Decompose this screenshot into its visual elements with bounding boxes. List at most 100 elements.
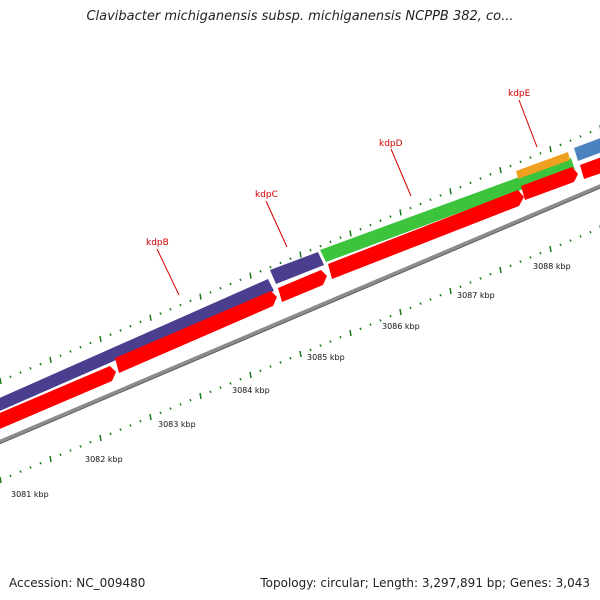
minor-tick bbox=[139, 320, 142, 324]
kbp-label: 3087 kbp bbox=[457, 291, 495, 300]
kdpD-band[interactable] bbox=[320, 158, 575, 262]
cds-arrow[interactable] bbox=[580, 154, 600, 179]
minor-tick bbox=[519, 160, 522, 164]
map-title: Clavibacter michiganensis subsp. michiga… bbox=[86, 9, 514, 24]
kbp-labels: 3081 kbp 3082 kbp 3083 kbp 3084 kbp 3085… bbox=[11, 262, 571, 499]
accession-text: Accession: NC_009480 bbox=[9, 576, 146, 590]
major-tick bbox=[149, 413, 152, 421]
major-tick bbox=[349, 329, 352, 337]
major-tick bbox=[299, 251, 302, 258]
gene-label-kdpE[interactable]: kdpE bbox=[508, 89, 531, 99]
minor-tick bbox=[489, 272, 492, 276]
minor-tick bbox=[159, 411, 162, 415]
major-tick bbox=[99, 434, 102, 442]
minor-tick bbox=[109, 432, 112, 436]
cds-arrow[interactable] bbox=[0, 366, 116, 431]
cds-arrow[interactable] bbox=[278, 270, 327, 302]
major-tick bbox=[249, 272, 252, 279]
minor-tick bbox=[309, 348, 312, 352]
cds-arrow[interactable] bbox=[328, 190, 524, 279]
minor-tick bbox=[69, 350, 72, 353]
minor-tick bbox=[109, 333, 112, 336]
minor-tick bbox=[9, 474, 12, 478]
major-tick bbox=[349, 230, 352, 237]
next-gene-band[interactable] bbox=[574, 136, 600, 161]
minor-tick bbox=[59, 453, 62, 457]
major-tick bbox=[499, 167, 502, 174]
minor-tick bbox=[469, 181, 472, 185]
coordinate-ruler bbox=[0, 225, 600, 484]
minor-tick bbox=[169, 407, 172, 410]
minor-tick bbox=[339, 236, 342, 239]
minor-tick bbox=[29, 367, 32, 370]
minor-tick bbox=[369, 223, 372, 227]
major-tick bbox=[399, 209, 402, 216]
minor-tick bbox=[539, 151, 542, 155]
minor-tick bbox=[509, 164, 512, 168]
minor-tick bbox=[179, 303, 182, 307]
gene-labels: kdpB kdpC kdpD kdpE bbox=[146, 89, 538, 296]
major-tick bbox=[299, 350, 302, 358]
gene-label-kdpB[interactable]: kdpB bbox=[146, 238, 169, 248]
minor-tick bbox=[369, 323, 372, 326]
minor-tick bbox=[19, 371, 22, 374]
major-tick bbox=[199, 392, 202, 400]
gene-label-kdpD[interactable]: kdpD bbox=[379, 139, 403, 149]
major-tick bbox=[149, 314, 152, 321]
gene-label-kdpC[interactable]: kdpC bbox=[255, 190, 278, 200]
minor-tick bbox=[159, 312, 162, 315]
genome-summary-text: Topology: circular; Length: 3,297,891 bp… bbox=[260, 576, 590, 590]
minor-tick bbox=[489, 173, 492, 176]
minor-tick bbox=[119, 428, 122, 431]
kbp-label: 3086 kbp bbox=[382, 322, 420, 331]
minor-tick bbox=[379, 319, 382, 322]
minor-tick bbox=[69, 449, 72, 452]
minor-tick bbox=[559, 243, 562, 247]
minor-tick bbox=[209, 291, 212, 294]
minor-tick bbox=[319, 244, 322, 248]
major-tick bbox=[249, 371, 252, 379]
kbp-label: 3083 kbp bbox=[158, 420, 196, 429]
minor-tick bbox=[19, 470, 22, 473]
major-tick bbox=[49, 356, 52, 364]
minor-tick bbox=[429, 198, 432, 202]
minor-tick bbox=[359, 327, 362, 331]
kbp-label: 3088 kbp bbox=[533, 262, 571, 271]
major-tick bbox=[499, 266, 502, 274]
minor-tick bbox=[289, 356, 292, 360]
minor-tick bbox=[589, 130, 592, 134]
minor-tick bbox=[459, 185, 462, 189]
kbp-label: 3082 kbp bbox=[85, 455, 123, 464]
minor-tick bbox=[589, 230, 592, 234]
minor-tick bbox=[229, 382, 232, 385]
kdpE-band[interactable] bbox=[516, 152, 570, 179]
minor-tick bbox=[179, 403, 182, 406]
minor-tick bbox=[219, 286, 222, 290]
minor-tick bbox=[29, 466, 32, 469]
minor-tick bbox=[89, 341, 92, 345]
minor-tick bbox=[129, 424, 132, 427]
minor-tick bbox=[429, 298, 432, 301]
minor-tick bbox=[459, 285, 462, 289]
cds-arrow[interactable] bbox=[521, 167, 578, 200]
minor-tick bbox=[579, 235, 582, 238]
minor-tick bbox=[169, 307, 172, 311]
minor-tick bbox=[329, 340, 332, 343]
minor-tick bbox=[269, 365, 272, 368]
major-tick bbox=[549, 245, 552, 253]
major-tick bbox=[449, 188, 452, 195]
minor-tick bbox=[269, 265, 272, 269]
minor-tick bbox=[309, 248, 312, 252]
minor-tick bbox=[379, 219, 382, 223]
major-tick bbox=[399, 308, 402, 316]
minor-tick bbox=[239, 278, 242, 282]
minor-tick bbox=[119, 329, 122, 332]
kdpB-band[interactable] bbox=[0, 279, 274, 413]
minor-tick bbox=[289, 257, 292, 261]
minor-tick bbox=[339, 335, 342, 339]
minor-tick bbox=[389, 215, 392, 218]
kdpC-band[interactable] bbox=[270, 252, 324, 284]
cds-arrow[interactable] bbox=[115, 291, 277, 373]
cds-arrows bbox=[0, 154, 600, 431]
